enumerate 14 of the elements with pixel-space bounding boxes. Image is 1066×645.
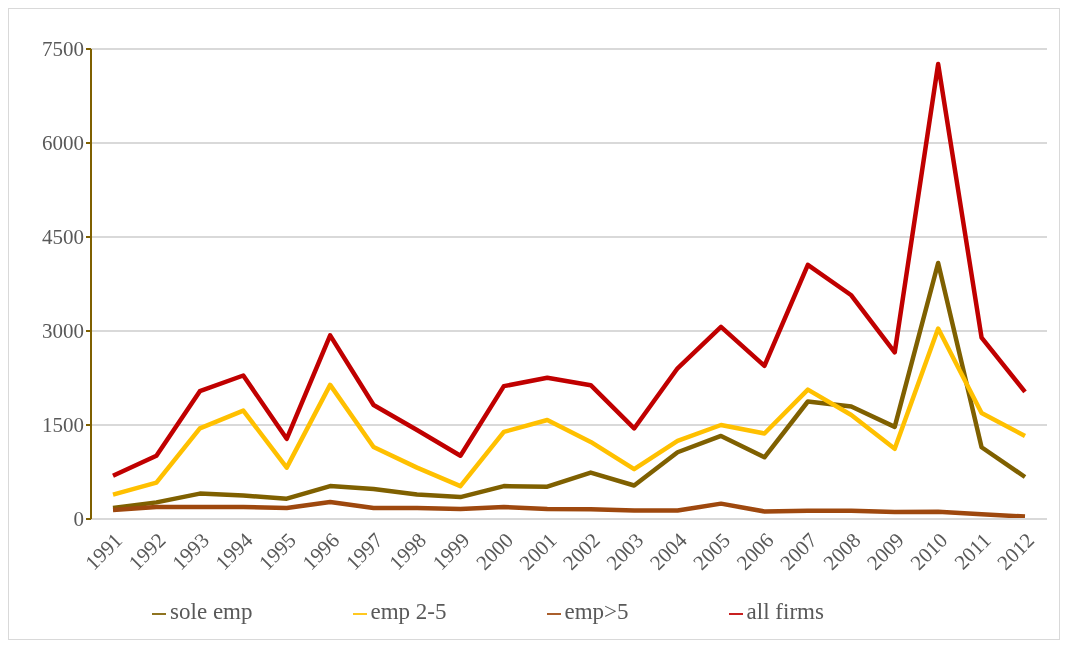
legend-label: all firms [746,599,824,624]
line-series [110,61,1028,479]
y-tick-label: 3000 [42,319,84,344]
x-tick-label: 2011 [949,528,996,575]
legend-label: emp>5 [564,599,629,624]
y-tick-label: 4500 [42,225,84,250]
y-tick-label: 6000 [42,131,84,156]
legend-label: emp 2-5 [370,599,447,624]
y-tick-label: 1500 [42,413,84,438]
line-series [110,326,1028,497]
line-series [110,499,1028,519]
legend-label: sole emp [170,599,253,624]
line-series [110,260,1028,511]
y-tick-label: 7500 [42,37,84,62]
